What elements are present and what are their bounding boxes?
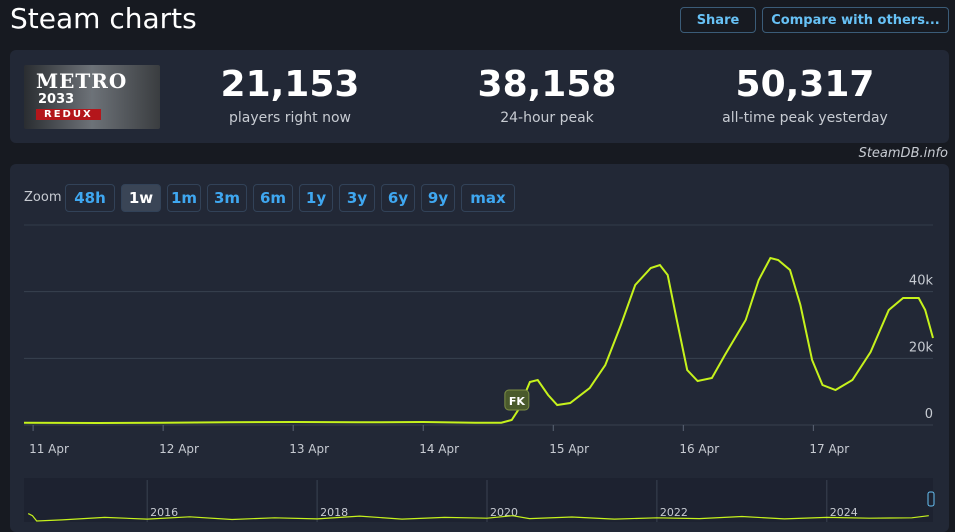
- zoom-button[interactable]: 9y: [421, 184, 455, 212]
- stat-label: all-time peak yesterday: [722, 110, 888, 126]
- stats-panel: [10, 50, 949, 143]
- player-line: [23, 256, 934, 425]
- share-button[interactable]: Share: [680, 7, 756, 33]
- zoom-button[interactable]: 1y: [299, 184, 333, 212]
- zoom-button[interactable]: 48h: [65, 184, 115, 212]
- annotation-text: FK: [509, 395, 526, 408]
- compare-label: Compare with others...: [771, 12, 940, 28]
- share-label: Share: [696, 12, 740, 28]
- zoom-button[interactable]: 6y: [381, 184, 415, 212]
- y-tick-label: 0: [925, 407, 933, 422]
- navigator-handle: [927, 491, 935, 507]
- navigator-bg: [24, 478, 933, 522]
- stat-label: 24-hour peak: [500, 110, 594, 126]
- x-tick-label: 14 Apr: [419, 442, 459, 456]
- stat-label: players right now: [229, 110, 351, 126]
- annotation-badge: [504, 389, 530, 411]
- game-art[interactable]: METRO 2033 REDUX: [24, 65, 160, 129]
- x-tick-label: 15 Apr: [549, 442, 589, 456]
- zoom-button[interactable]: max: [461, 184, 515, 212]
- player-line: [27, 513, 929, 522]
- stat-value: 50,317: [735, 64, 875, 105]
- x-tick-label: 12 Apr: [159, 442, 199, 456]
- zoom-label: Zoom: [24, 190, 62, 205]
- x-tick-label: 11 Apr: [29, 442, 69, 456]
- art-text: 2033: [38, 92, 75, 107]
- zoom-button[interactable]: 6m: [253, 184, 293, 212]
- credit: SteamDB.info: [858, 146, 948, 161]
- y-tick-label: 40k: [909, 274, 934, 289]
- stat-value: 21,153: [220, 64, 360, 105]
- x-tick-label: 17 Apr: [809, 442, 849, 456]
- page-title: Steam charts: [10, 2, 197, 35]
- zoom-button[interactable]: 1w: [121, 184, 161, 212]
- zoom-button[interactable]: 3m: [207, 184, 247, 212]
- stat-value: 38,158: [477, 64, 617, 105]
- y-tick-label: 20k: [909, 340, 934, 355]
- x-tick-label: 16 Apr: [679, 442, 719, 456]
- art-text: REDUX: [36, 109, 101, 120]
- navigator-tick-label: 2022: [660, 506, 688, 519]
- art-text: METRO: [36, 69, 128, 93]
- x-tick-label: 13 Apr: [289, 442, 329, 456]
- compare-button[interactable]: Compare with others...: [762, 7, 949, 33]
- navigator-tick-label: 2016: [150, 506, 178, 519]
- navigator-tick-label: 2024: [830, 506, 858, 519]
- zoom-button[interactable]: 1m: [167, 184, 201, 212]
- zoom-button[interactable]: 3y: [339, 184, 375, 212]
- navigator-tick-label: 2018: [320, 506, 348, 519]
